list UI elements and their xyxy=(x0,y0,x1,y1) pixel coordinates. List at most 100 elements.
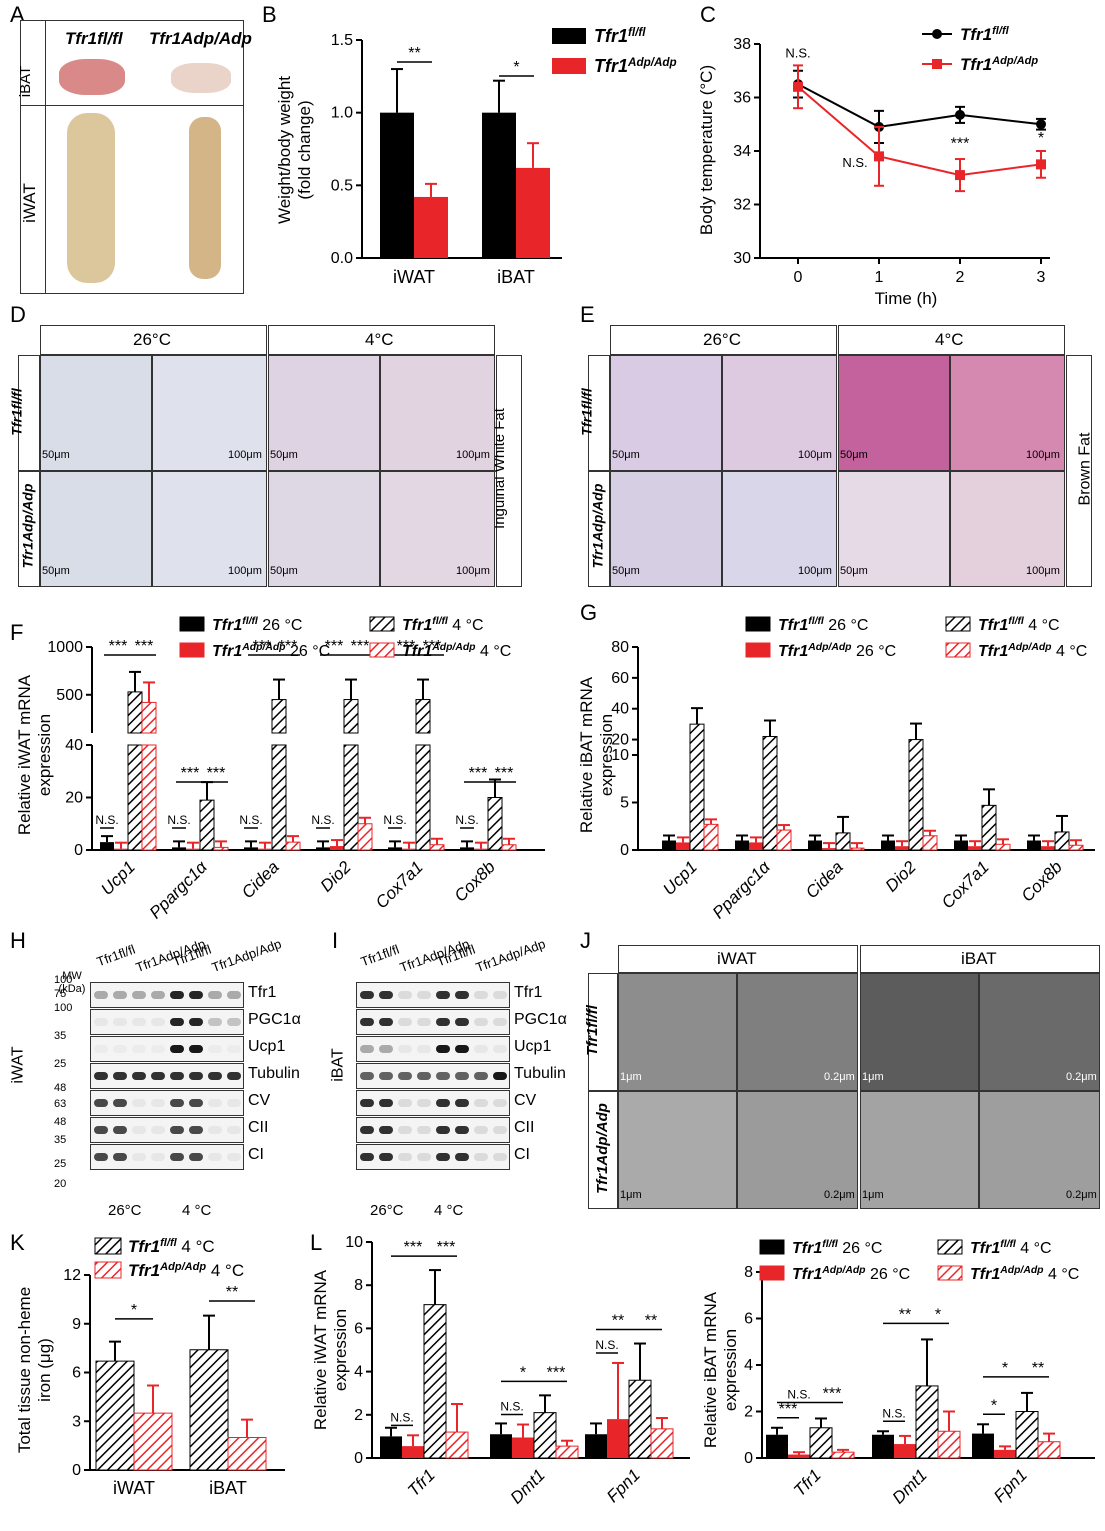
bar xyxy=(762,735,778,851)
y-tick-label: 32 xyxy=(733,197,751,214)
annotation: *** xyxy=(951,135,970,152)
blot-band xyxy=(360,1126,374,1134)
blot-band xyxy=(151,1072,165,1080)
bar xyxy=(330,846,344,850)
blot-band xyxy=(379,1045,393,1053)
y-tick-label: 10 xyxy=(611,747,629,764)
col-ibat: iBAT xyxy=(961,949,997,968)
legend-swatch xyxy=(745,642,771,658)
blot-band xyxy=(455,1072,469,1080)
blot-band xyxy=(360,991,374,999)
y-tick-label: 36 xyxy=(733,90,751,107)
y-tick-label: 6 xyxy=(354,1320,363,1337)
significance-label: ** xyxy=(899,1306,911,1323)
protein-label: Ucp1 xyxy=(514,1038,552,1055)
bar-iwat xyxy=(380,112,414,259)
y-tick-label: 0.0 xyxy=(331,250,353,267)
legend-swatch xyxy=(552,58,586,74)
bar xyxy=(908,739,924,851)
scale-1um: 1μm xyxy=(620,1071,642,1083)
bar xyxy=(915,1385,939,1459)
bar xyxy=(402,848,416,850)
blot-band xyxy=(474,991,488,999)
bar xyxy=(809,1427,833,1459)
blot-band xyxy=(436,1099,450,1107)
blot-band xyxy=(493,991,507,999)
x-tick-label: 1 xyxy=(875,269,884,286)
bar xyxy=(133,1412,173,1471)
significance-label: * xyxy=(991,1397,997,1414)
significance-label: *** xyxy=(351,638,370,655)
blot-band xyxy=(436,1045,450,1053)
bar xyxy=(1068,844,1084,851)
panel-label-l: L xyxy=(310,1230,323,1255)
y-tick-label: 6 xyxy=(744,1311,753,1328)
bar xyxy=(474,848,488,850)
y-tick-label: 9 xyxy=(72,1316,81,1333)
x-tick-label: 2 xyxy=(956,269,965,286)
significance-label: ** xyxy=(645,1313,657,1330)
bar xyxy=(849,847,865,851)
x-tick-label: Ppargc1α xyxy=(709,856,775,922)
x-tick-label: Ucp1 xyxy=(659,857,700,898)
scale-50: 50μm xyxy=(42,565,70,577)
bar xyxy=(894,1444,916,1458)
mw-marker: 20 xyxy=(54,1178,67,1190)
significance-label: *** xyxy=(469,765,488,782)
legend-label: Tfr1fl/fl 4 °C xyxy=(970,1239,1052,1257)
blot-band xyxy=(208,991,222,999)
bar xyxy=(141,701,157,734)
blot-band xyxy=(132,1045,146,1053)
panel-label-g: G xyxy=(580,600,598,625)
mw-marker: 63 xyxy=(54,1098,67,1110)
legend-label: Tfr1fl/fl 4 °C xyxy=(978,616,1060,634)
significance-label: *** xyxy=(779,1401,798,1418)
y-tick-label: 2 xyxy=(744,1404,753,1421)
bar xyxy=(607,1419,629,1458)
bar xyxy=(1027,840,1041,850)
blot-band xyxy=(493,1153,507,1161)
significance-label: ** xyxy=(226,1284,238,1301)
micro-d2 xyxy=(152,355,267,471)
bar-iwat xyxy=(414,196,448,258)
significance-label: * xyxy=(935,1306,941,1323)
x-tick-label: Tfr1 xyxy=(404,1465,439,1500)
bar xyxy=(343,699,359,734)
blot-band xyxy=(360,1018,374,1026)
scale-50: 50μm xyxy=(612,565,640,577)
significance-label: * xyxy=(520,1364,526,1381)
iwat-tissue-adp xyxy=(189,117,221,279)
blot-band xyxy=(113,1018,127,1026)
micro-d1 xyxy=(40,355,152,471)
chart-k: 0 3 6 9 12 Total tissue non-heme iron (μg) iWAT… xyxy=(15,1237,285,1498)
y-axis-label: Total tissue non-heme xyxy=(15,1287,34,1453)
legend-marker xyxy=(932,59,942,69)
blot-band xyxy=(132,1018,146,1026)
blot-band xyxy=(94,1126,108,1134)
y-axis-label: expression xyxy=(597,714,616,796)
y-axis-label: Relative iBAT mRNA xyxy=(701,1291,720,1448)
blot-band xyxy=(417,1018,431,1026)
bar xyxy=(460,847,474,850)
x-tick-label: Fpn1 xyxy=(603,1465,644,1506)
micro-e4 xyxy=(950,355,1065,471)
y-tick-label: 12 xyxy=(63,1267,81,1284)
blot-band xyxy=(436,1072,450,1080)
bar xyxy=(981,804,997,851)
col-iwat: iWAT xyxy=(717,949,757,968)
scale-100: 100μm xyxy=(228,565,262,577)
ibat-tissue-fl xyxy=(59,59,125,95)
cond-26c: 26°C xyxy=(108,1202,142,1219)
bar xyxy=(415,699,431,734)
legend-swatch xyxy=(552,28,586,44)
blot-band xyxy=(398,1099,412,1107)
significance-label: *** xyxy=(437,1239,456,1256)
em-1 xyxy=(618,973,737,1091)
x-tick-label: Dmt1 xyxy=(889,1465,931,1507)
blot-band xyxy=(132,1072,146,1080)
blot-band xyxy=(170,1126,184,1134)
significance-label: N.S. xyxy=(455,813,478,827)
blot-band xyxy=(493,1126,507,1134)
